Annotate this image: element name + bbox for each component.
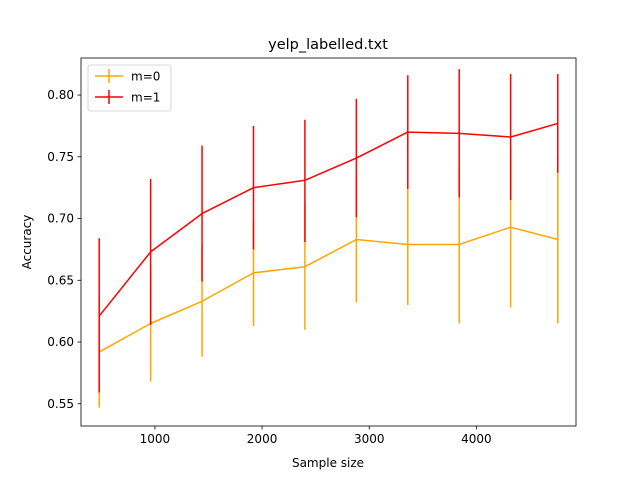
legend-label: m=0 xyxy=(131,69,160,83)
y-axis-label: Accuracy xyxy=(20,215,34,270)
y-tick-label: 0.65 xyxy=(47,273,74,287)
legend-label: m=1 xyxy=(131,90,160,104)
x-axis: 1000 2000 3000 4000 xyxy=(140,426,492,446)
y-axis: 0.55 0.60 0.65 0.70 0.75 0.80 xyxy=(47,88,81,411)
y-tick-label: 0.75 xyxy=(47,150,74,164)
series-layer xyxy=(98,69,559,408)
x-tick-label: 3000 xyxy=(354,432,385,446)
series-1 xyxy=(98,69,559,393)
y-tick-label: 0.60 xyxy=(47,335,74,349)
series-line xyxy=(98,226,558,353)
plot-area xyxy=(80,57,577,427)
series-line xyxy=(98,122,558,317)
x-axis-label: Sample size xyxy=(292,456,364,470)
y-tick-label: 0.70 xyxy=(47,212,74,226)
x-tick-label: 2000 xyxy=(247,432,278,446)
y-tick-label: 0.55 xyxy=(47,397,74,411)
x-tick-label: 4000 xyxy=(461,432,492,446)
y-tick-label: 0.80 xyxy=(47,88,74,102)
chart-title: yelp_labelled.txt xyxy=(268,37,388,53)
series-0 xyxy=(98,146,559,408)
legend: m=0 m=1 xyxy=(87,64,172,112)
x-tick-label: 1000 xyxy=(140,432,171,446)
